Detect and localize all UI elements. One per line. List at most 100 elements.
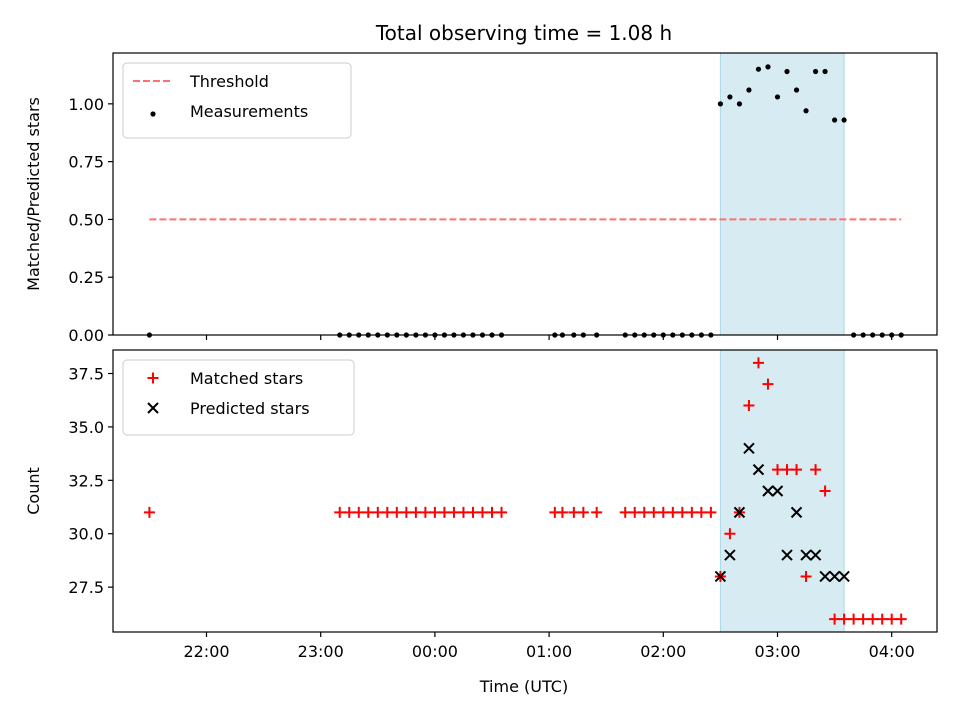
data-point (800, 549, 812, 561)
y-tick-label: 37.5 (68, 365, 104, 384)
data-point (838, 613, 850, 625)
data-point (848, 613, 860, 625)
x-axis-label: Time (UTC) (479, 677, 568, 696)
data-point (438, 506, 450, 518)
x-tick-label: 02:00 (640, 642, 686, 661)
data-point (791, 464, 803, 476)
data-point (886, 613, 898, 625)
y-tick-label: 32.5 (68, 471, 104, 490)
legend-label: Predicted stars (190, 399, 310, 418)
data-point (812, 68, 819, 75)
data-point (771, 485, 784, 497)
data-point (790, 506, 803, 519)
data-point (822, 68, 828, 75)
data-point (714, 570, 727, 583)
data-point (486, 506, 498, 518)
x-tick-label: 23:00 (298, 642, 344, 661)
data-point (803, 108, 809, 114)
shaded-interval (719, 52, 845, 336)
data-point (755, 66, 762, 72)
data-point (638, 506, 650, 518)
data-point (867, 613, 879, 625)
data-point (746, 87, 752, 93)
data-point (667, 506, 679, 518)
data-point (410, 506, 422, 518)
y-tick-label: 30.0 (68, 525, 104, 544)
data-point (793, 87, 800, 93)
top-panel-y-axis-label: Matched/Predicted stars (24, 97, 43, 291)
data-point (353, 506, 365, 518)
data-point (400, 506, 412, 518)
data-point (381, 506, 393, 518)
data-point (695, 506, 707, 518)
y-tick-label: 27.5 (68, 578, 104, 597)
legend-plus-swatch (147, 372, 159, 384)
data-point (809, 549, 822, 561)
data-point (577, 506, 589, 518)
data-point (800, 570, 812, 582)
legend-box (122, 62, 352, 139)
y-tick-label: 1.00 (68, 95, 104, 114)
data-point (772, 464, 783, 476)
legend-x-swatch (147, 402, 159, 414)
data-point (762, 485, 774, 497)
bottom-panel-y-axis-label: Count (24, 467, 43, 515)
data-point (752, 463, 765, 476)
data-point (781, 464, 793, 476)
data-point (733, 506, 746, 519)
data-point (876, 613, 888, 625)
data-point (448, 506, 460, 518)
x-tick-label: 22:00 (183, 642, 229, 661)
legend: Threshold Measurements (122, 62, 352, 139)
data-point (556, 506, 568, 518)
data-point (724, 549, 736, 561)
axes-frame (112, 52, 938, 336)
data-point (496, 506, 508, 518)
data-point (476, 506, 488, 518)
data-point (832, 117, 838, 123)
legend-dot-swatch (150, 111, 156, 117)
panel-count: 27.5 30.0 32.5 35.0 37.5 22:00 23:00 00:00 01:00… (68, 349, 938, 661)
data-point (619, 506, 631, 518)
data-point (648, 506, 660, 518)
data-point (841, 117, 847, 123)
y-tick-label: 0.50 (68, 210, 104, 229)
data-point (781, 549, 793, 561)
data-point (829, 613, 841, 625)
data-point (857, 613, 869, 625)
data-point (143, 506, 155, 518)
data-point (362, 506, 374, 518)
data-point (457, 506, 469, 518)
data-point (819, 570, 831, 583)
x-tick-label: 00:00 (412, 642, 458, 661)
y-tick-label: 35.0 (68, 418, 104, 437)
legend-box (122, 359, 355, 436)
panel-ratio: 0.00 0.25 0.50 0.75 1.00 Threshold Measurement… (68, 52, 938, 345)
data-point (724, 528, 736, 540)
data-point (784, 68, 790, 75)
y-tick-label: 0.75 (68, 153, 104, 172)
data-point (895, 613, 907, 625)
data-point (736, 101, 743, 107)
data-point (828, 570, 841, 583)
data-point (810, 464, 822, 476)
data-point (391, 506, 403, 518)
data-point (838, 570, 850, 583)
series-matched-stars (143, 357, 907, 625)
data-point (372, 506, 384, 518)
data-point (727, 94, 733, 100)
data-point (467, 506, 479, 518)
data-point (762, 378, 774, 390)
data-point (334, 506, 346, 518)
axes-frame (112, 349, 938, 633)
data-point (568, 506, 580, 518)
data-point (819, 485, 831, 497)
x-tick-label: 03:00 (754, 642, 800, 661)
data-point (686, 506, 698, 518)
data-point (429, 506, 441, 518)
data-point (591, 506, 603, 518)
data-point (705, 506, 717, 518)
legend-label: Threshold (189, 72, 269, 91)
